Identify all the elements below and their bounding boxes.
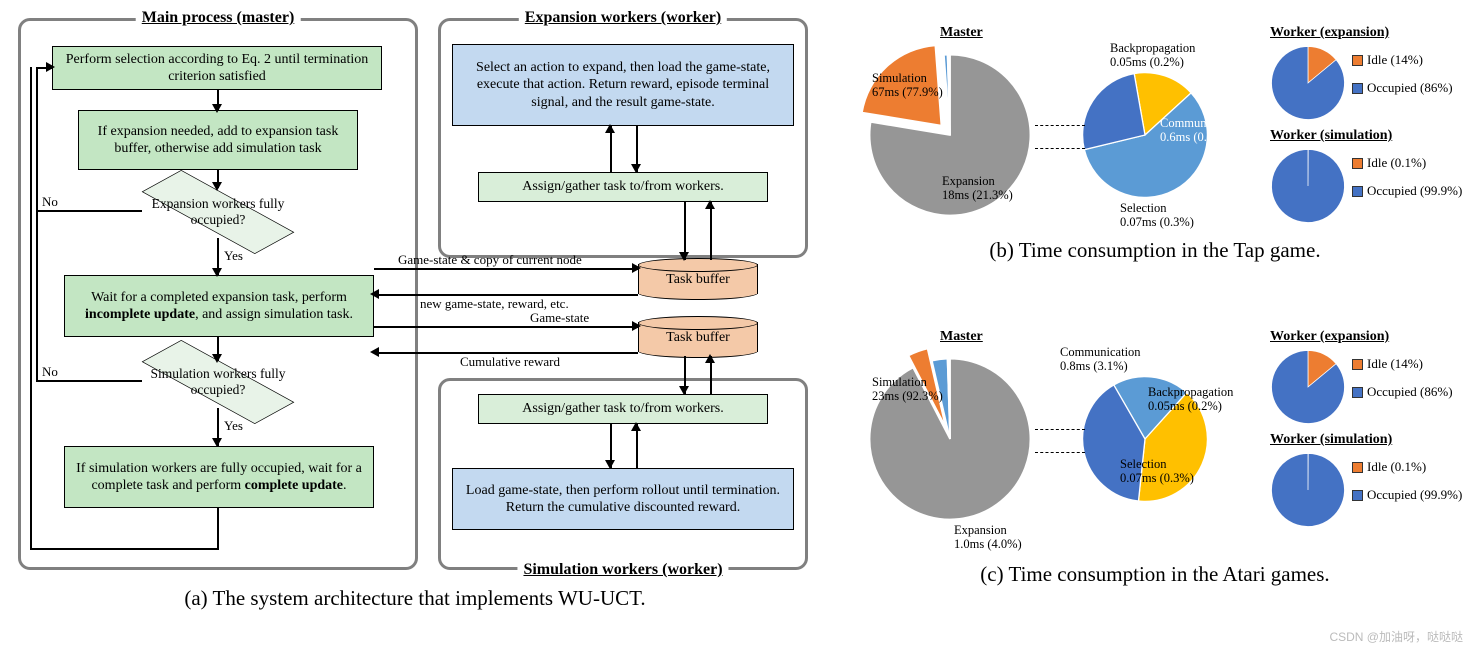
yes1: Yes (224, 248, 243, 264)
pie-we-c (1270, 349, 1346, 425)
l3: Game-state (530, 310, 589, 326)
box-expansion-add: If expansion needed, add to expansion ta… (78, 110, 358, 170)
sim-assign-box: Assign/gather task to/from workers. (478, 394, 768, 424)
buf1: Task buffer (638, 258, 758, 300)
sim-worker-box: Load game-state, then perform rollout un… (452, 468, 794, 530)
chart-c: Master Simulation23ms (92.3%) Expansion1… (850, 314, 1471, 614)
buf2: Task buffer (638, 316, 758, 358)
exp-title: Expansion workers (worker) (519, 9, 727, 27)
charts-panel: Master Simulation67ms (77.9%) Expansion1… (850, 0, 1471, 647)
exp-assign-box: Assign/gather task to/from workers. (478, 172, 768, 202)
box-complete: If simulation workers are fully occupied… (64, 446, 374, 508)
l4: Cumulative reward (460, 354, 560, 370)
caption-c: (c) Time consumption in the Atari games. (850, 562, 1460, 587)
pie-ws-c (1270, 452, 1346, 528)
yes2: Yes (224, 418, 243, 434)
flowchart-panel: Main process (master) Expansion workers … (0, 0, 850, 647)
box-incomplete: Wait for a completed expansion task, per… (64, 275, 374, 337)
pie-ws-b (1270, 148, 1346, 224)
main-title: Main process (master) (136, 9, 301, 27)
figure-root: Main process (master) Expansion workers … (0, 0, 1471, 647)
pie-we-b (1270, 45, 1346, 121)
box-selection: Perform selection according to Eq. 2 unt… (52, 46, 382, 90)
no1: No (42, 194, 58, 210)
chart-b: Master Simulation67ms (77.9%) Expansion1… (850, 10, 1471, 290)
sim-title: Simulation workers (worker) (517, 561, 728, 579)
l1: Game-state & copy of current node (398, 252, 582, 268)
diamond-exp: Expansion workers fully occupied? (138, 184, 298, 240)
exp-worker-box: Select an action to expand, then load th… (452, 44, 794, 126)
no2: No (42, 364, 58, 380)
watermark: CSDN @加油呀，哒哒哒 (1329, 628, 1463, 645)
caption-b: (b) Time consumption in the Tap game. (850, 238, 1460, 263)
caption-a: (a) The system architecture that impleme… (0, 586, 830, 611)
